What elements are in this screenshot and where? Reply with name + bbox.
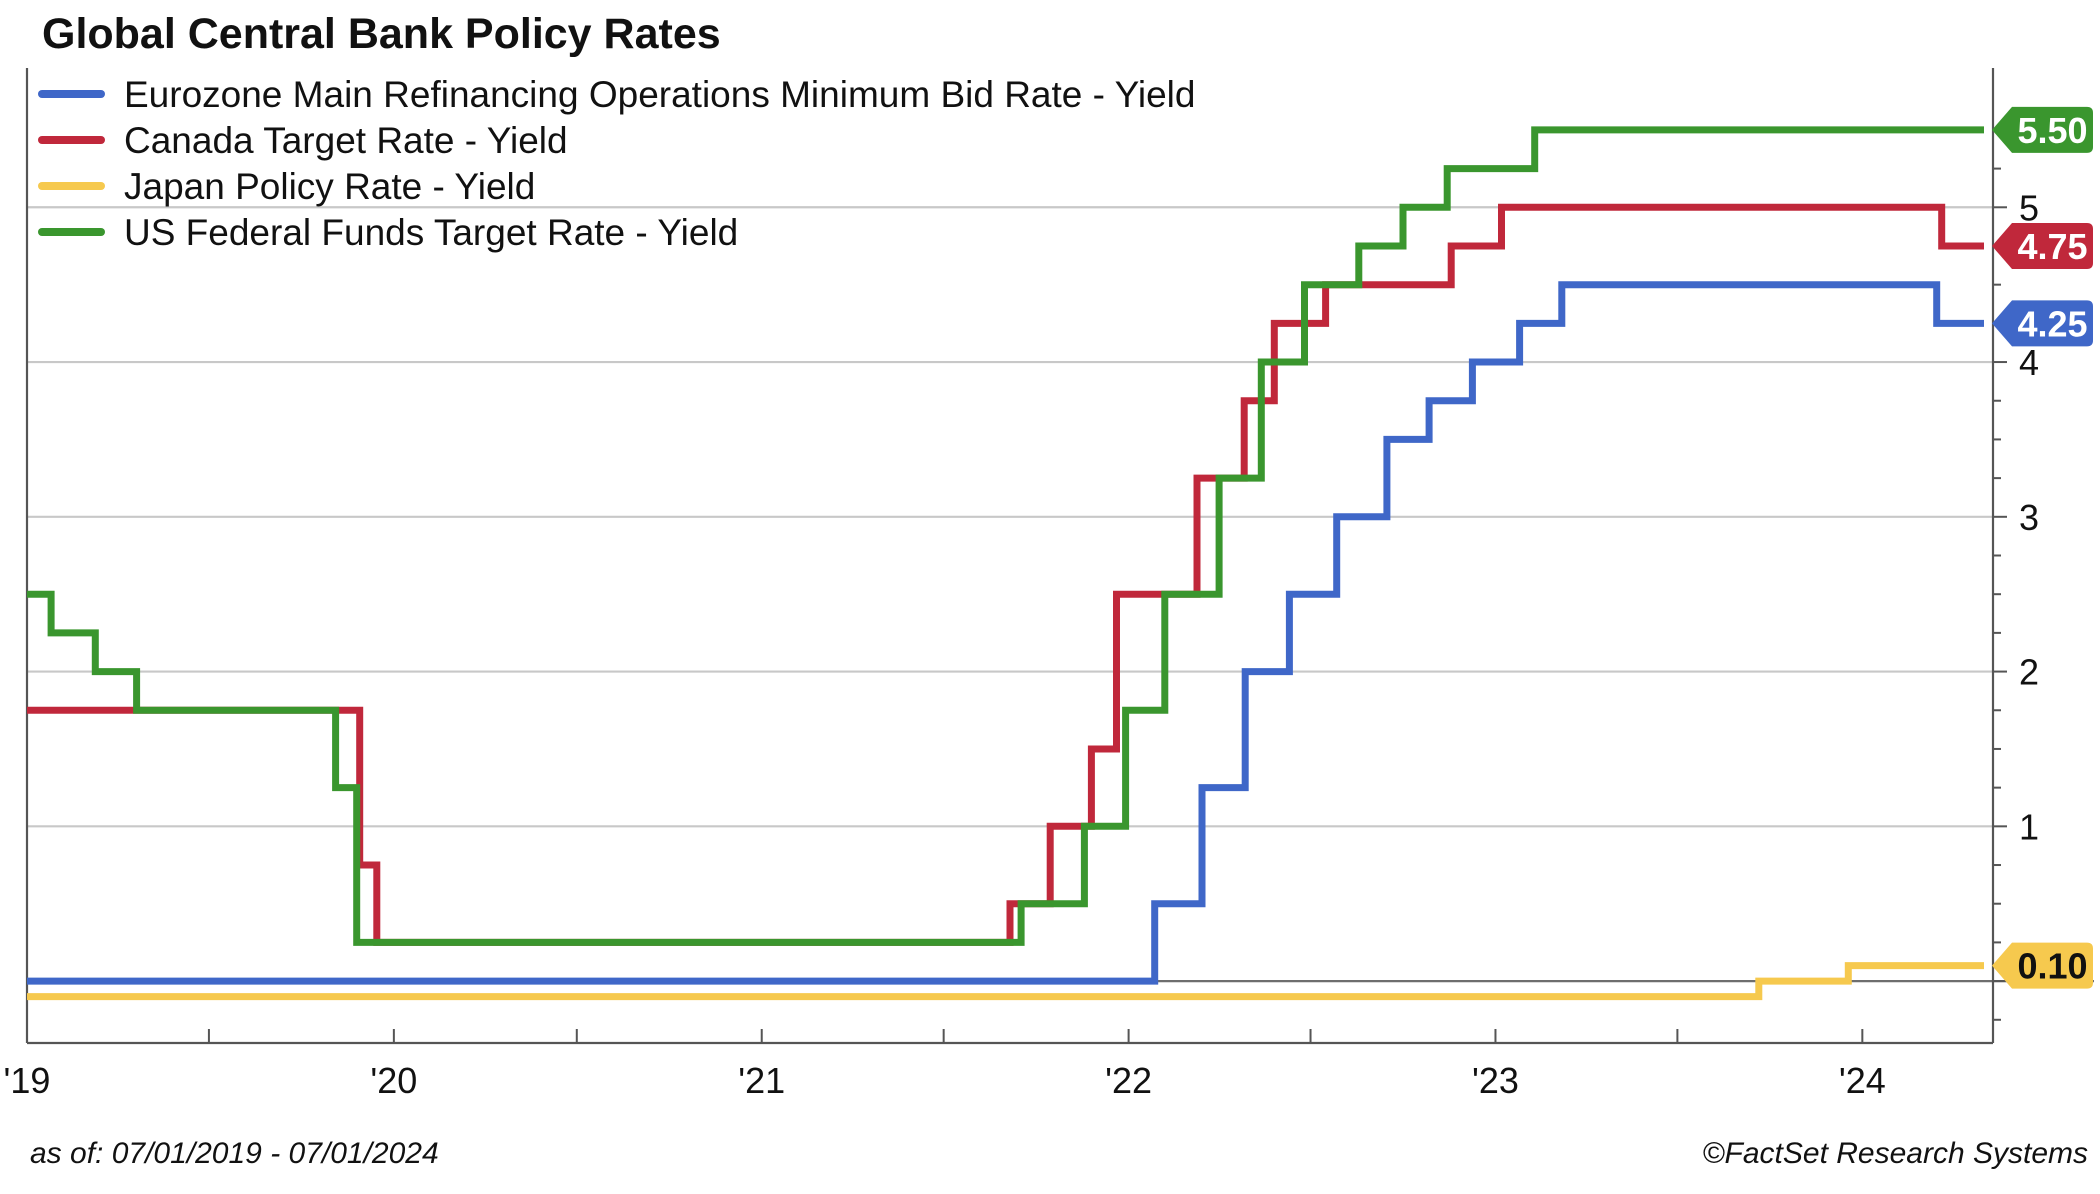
end-badge-label-japan-policy-rate-yield: 0.10 xyxy=(2017,946,2087,987)
series-line-us-federal-funds-target-rate-yield xyxy=(27,126,1984,946)
end-badge-japan-policy-rate-yield xyxy=(1992,942,2093,989)
legend-label-eurozone-main-refinancing-operations-minimum-bid-rate-yield: Eurozone Main Refinancing Operations Min… xyxy=(124,74,1195,115)
x-tick-label: '24 xyxy=(1839,1060,1886,1101)
x-tick-label: '23 xyxy=(1472,1060,1519,1101)
end-badge-label-us-federal-funds-target-rate-yield: 5.50 xyxy=(2017,110,2087,151)
y-tick-label: 4 xyxy=(2019,342,2039,383)
date-range-note: as of: 07/01/2019 - 07/01/2024 xyxy=(30,1137,439,1170)
end-badge-eurozone-main-refinancing-operations-minimum-bid-rate-yield xyxy=(1992,300,2093,347)
legend-label-japan-policy-rate-yield: Japan Policy Rate - Yield xyxy=(124,166,535,207)
series-line-canada-target-rate-yield xyxy=(27,203,1984,946)
x-tick-label: '21 xyxy=(738,1060,785,1101)
x-tick-label: '22 xyxy=(1105,1060,1152,1101)
y-tick-label: 1 xyxy=(2019,806,2039,847)
legend: Eurozone Main Refinancing Operations Min… xyxy=(38,74,1195,253)
x-tick-label: '19 xyxy=(4,1060,51,1101)
y-tick-label: 2 xyxy=(2019,652,2039,693)
end-badge-canada-target-rate-yield xyxy=(1992,222,2093,269)
y-tick-label: 3 xyxy=(2019,497,2039,538)
end-value-badges: 4.25 4.75 0.10 5.50 xyxy=(1992,106,2093,989)
plot-area: 1 2 3 4 5 '19 '20 '21 '22 '23 '24 xyxy=(4,68,2094,1101)
x-tick-label: '20 xyxy=(370,1060,417,1101)
legend-label-us-federal-funds-target-rate-yield: US Federal Funds Target Rate - Yield xyxy=(124,212,738,253)
y-tick-label: 5 xyxy=(2019,187,2039,228)
series-line-japan-policy-rate-yield xyxy=(27,962,1984,1001)
chart-title: Global Central Bank Policy Rates xyxy=(42,10,721,58)
copyright-note: ©FactSet Research Systems xyxy=(1702,1137,2088,1170)
end-badge-label-canada-target-rate-yield: 4.75 xyxy=(2017,226,2087,267)
end-badge-label-eurozone-main-refinancing-operations-minimum-bid-rate-yield: 4.25 xyxy=(2017,303,2087,344)
legend-label-canada-target-rate-yield: Canada Target Rate - Yield xyxy=(124,120,568,161)
end-badge-us-federal-funds-target-rate-yield xyxy=(1992,106,2093,153)
series-line-eurozone-main-refinancing-operations-minimum-bid-rate-yield xyxy=(27,281,1984,985)
